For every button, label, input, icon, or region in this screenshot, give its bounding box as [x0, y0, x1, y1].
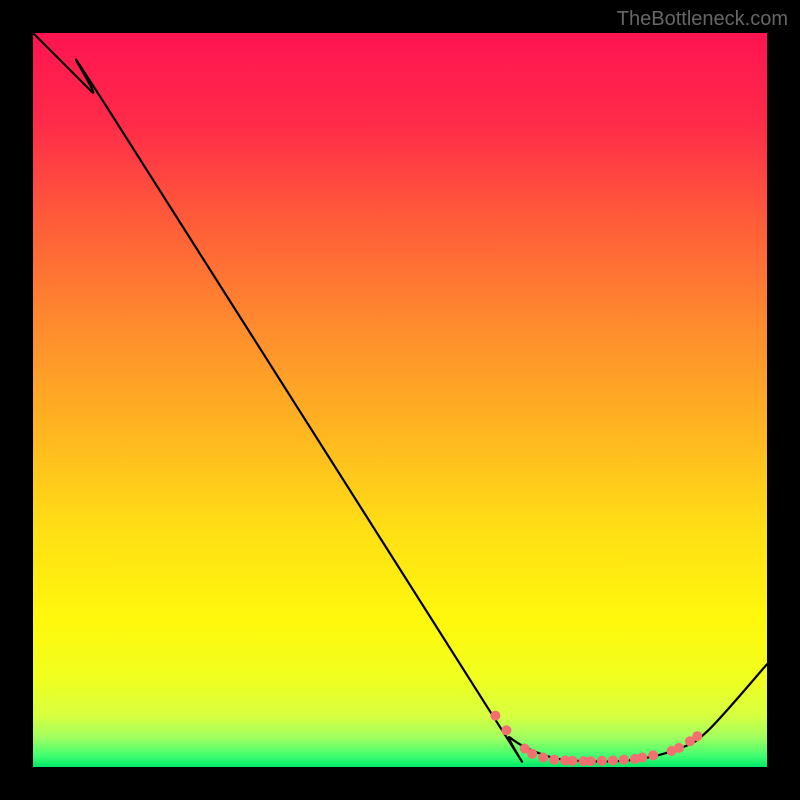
curve-marker [567, 756, 577, 766]
curve-marker [619, 755, 629, 765]
curve-marker [527, 749, 537, 759]
curve-marker [501, 725, 511, 735]
curve-marker [597, 756, 607, 766]
plot-area [33, 33, 767, 767]
curve-marker [648, 750, 658, 760]
curve-marker [674, 743, 684, 753]
curve-marker [586, 756, 596, 766]
curve-marker [490, 711, 500, 721]
curve-marker [549, 755, 559, 765]
curve-markers [490, 711, 702, 767]
curve-marker [538, 752, 548, 762]
curve-marker [692, 731, 702, 741]
chart-curve-layer [33, 33, 767, 767]
bottleneck-curve [33, 33, 767, 762]
attribution-text: TheBottleneck.com [617, 8, 788, 31]
curve-marker [608, 755, 618, 765]
curve-marker [637, 752, 647, 762]
